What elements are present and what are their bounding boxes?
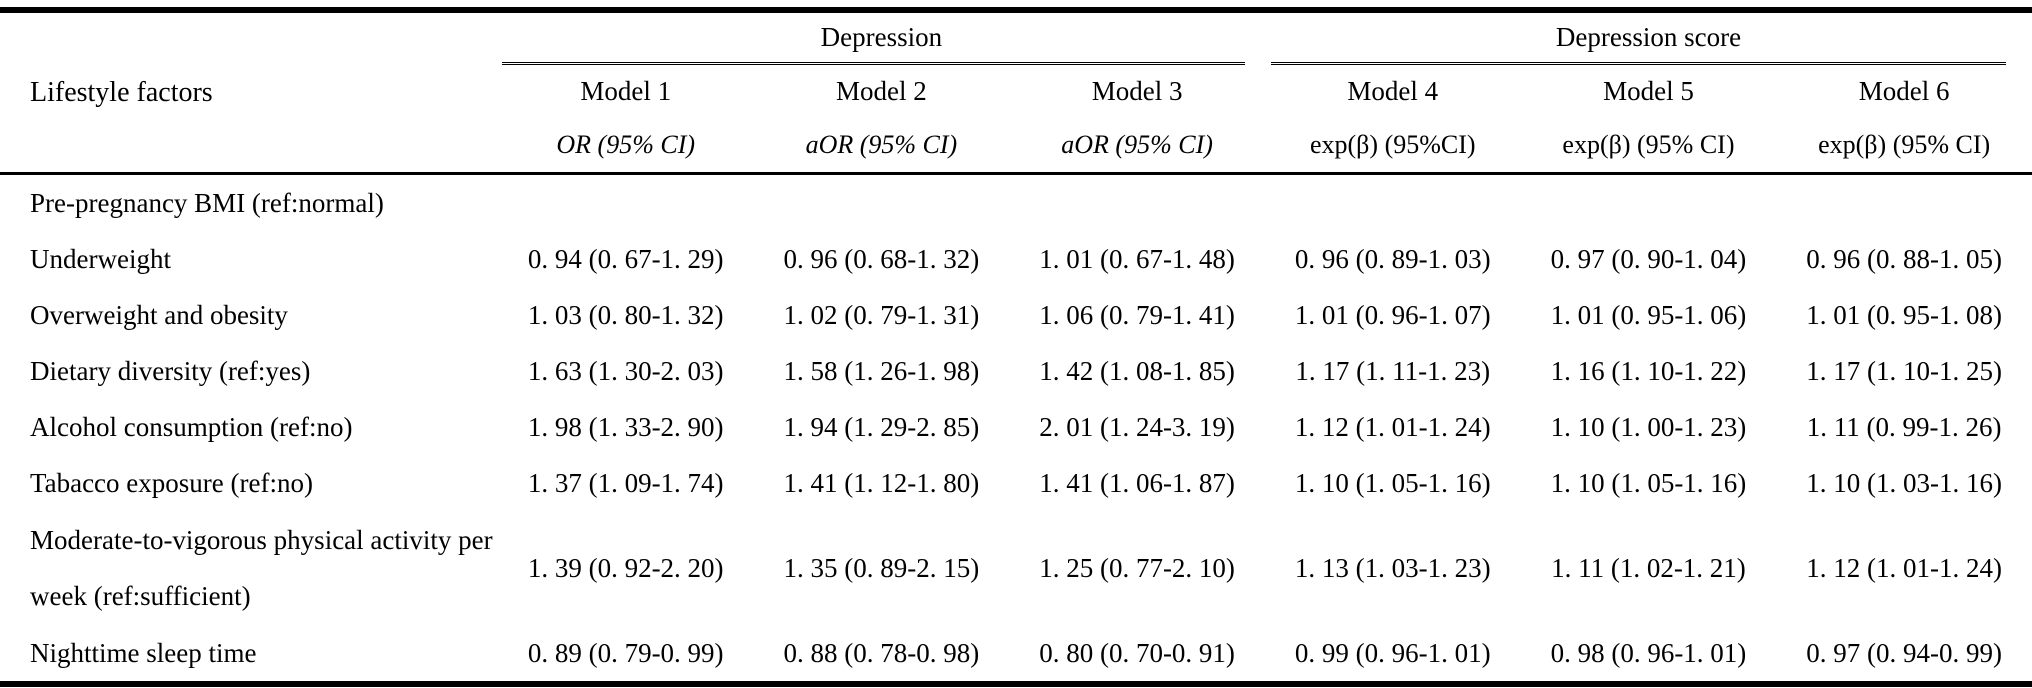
value-cell: 0. 96 (0. 89-1. 03): [1294, 244, 1491, 274]
value-cell: 0. 99 (0. 96-1. 01): [1294, 638, 1491, 668]
group-underline: [1270, 62, 2006, 65]
value-cell: 1. 13 (1. 03-1. 23): [1294, 553, 1491, 583]
row-label: Dietary diversity (ref:yes): [30, 356, 311, 386]
group-label-depression: Depression: [820, 22, 943, 52]
measure-header-3: aOR (95% CI): [1009, 117, 1265, 175]
value-cell: 1. 03 (0. 80-1. 32): [527, 300, 724, 330]
table-row: Overweight and obesity 1. 03 (0. 80-1. 3…: [0, 287, 2032, 343]
value-cell: 2. 01 (1. 24-3. 19): [1039, 412, 1235, 442]
value-cell: 1. 39 (0. 92-2. 20): [527, 553, 724, 583]
value-cell: [1265, 174, 1521, 232]
table-row: Underweight 0. 94 (0. 67-1. 29) 0. 96 (0…: [0, 231, 2032, 287]
value-cell: 1. 01 (0. 67-1. 48): [1039, 244, 1235, 274]
value-cell: 1. 58 (1. 26-1. 98): [783, 356, 980, 386]
model-header-4: Model 4: [1347, 75, 1439, 106]
value-cell: 0. 97 (0. 94-0. 99): [1806, 638, 2003, 668]
value-cell: 1. 63 (1. 30-2. 03): [527, 356, 724, 386]
measure-header-2: aOR (95% CI): [753, 117, 1010, 175]
value-cell: [498, 174, 754, 232]
value-cell: 1. 11 (0. 99-1. 26): [1806, 412, 2002, 442]
value-cell: 1. 12 (1. 01-1. 24): [1294, 412, 1491, 442]
measure-header-row: OR (95% CI) aOR (95% CI) aOR (95% CI) ex…: [0, 117, 2032, 175]
value-cell: [1776, 174, 2032, 232]
group-header-depression-score: Depression score: [1265, 10, 2032, 65]
model-header-1: Model 1: [580, 75, 672, 106]
value-cell: 1. 41 (1. 12-1. 80): [783, 468, 980, 498]
value-cell: 1. 11 (1. 02-1. 21): [1551, 553, 1746, 583]
value-cell: 1. 94 (1. 29-2. 85): [783, 412, 980, 442]
group-label-depression-score: Depression score: [1555, 22, 1742, 52]
row-label: Nighttime sleep time: [30, 638, 257, 668]
group-header-row: Lifestyle factors Depression Depression …: [0, 10, 2032, 175]
value-cell: 1. 17 (1. 11-1. 23): [1295, 356, 1491, 386]
value-cell: 1. 10 (1. 03-1. 16): [1806, 468, 2003, 498]
row-label: Pre-pregnancy BMI (ref:normal): [30, 188, 384, 218]
table-row: Alcohol consumption (ref:no) 1. 98 (1. 3…: [0, 399, 2032, 455]
value-cell: 1. 01 (0. 95-1. 08): [1806, 300, 2003, 330]
measure-header-5: exp(β) (95% CI): [1520, 117, 1777, 175]
value-cell: 1. 01 (0. 95-1. 06): [1550, 300, 1747, 330]
value-cell: 1. 17 (1. 10-1. 25): [1806, 356, 2003, 386]
table-row: Tabacco exposure (ref:no) 1. 37 (1. 09-1…: [0, 455, 2032, 511]
value-cell: 1. 01 (0. 96-1. 07): [1294, 300, 1491, 330]
value-cell: 0. 97 (0. 90-1. 04): [1550, 244, 1747, 274]
value-cell: [1009, 174, 1265, 232]
value-cell: 1. 35 (0. 89-2. 15): [783, 553, 980, 583]
value-cell: [1521, 174, 1777, 232]
group-underline: [501, 62, 1245, 65]
model-header-2: Model 2: [836, 75, 927, 106]
measure-header-1: OR (95% CI): [497, 117, 754, 175]
value-cell: 1. 12 (1. 01-1. 24): [1806, 553, 2003, 583]
value-cell: 1. 25 (0. 77-2. 10): [1039, 553, 1235, 583]
table-row: Pre-pregnancy BMI (ref:normal): [0, 174, 2032, 232]
value-cell: 1. 37 (1. 09-1. 74): [527, 468, 724, 498]
model-header-6: Model 6: [1858, 75, 1950, 106]
model-header-3: Model 3: [1091, 75, 1183, 106]
row-label: Alcohol consumption (ref:no): [30, 412, 353, 442]
value-cell: 1. 10 (1. 05-1. 16): [1294, 468, 1491, 498]
row-label: Tabacco exposure (ref:no): [30, 468, 313, 498]
results-table: Lifestyle factors Depression Depression …: [0, 7, 2032, 687]
value-cell: 0. 89 (0. 79-0. 99): [527, 638, 724, 668]
row-label: Underweight: [30, 244, 171, 274]
model-header-5: Model 5: [1603, 75, 1694, 106]
model-header-row: Model 1 Model 2 Model 3 Model 4 Model 5 …: [0, 65, 2032, 117]
measure-header-6: exp(β) (95% CI): [1776, 117, 2032, 175]
measure-header-4: exp(β) (95%CI): [1264, 117, 1521, 175]
value-cell: 1. 10 (1. 00-1. 23): [1550, 412, 1747, 442]
stub-column-header: Lifestyle factors: [0, 10, 498, 175]
value-cell: 1. 98 (1. 33-2. 90): [527, 412, 724, 442]
value-cell: 0. 96 (0. 88-1. 05): [1806, 244, 2003, 274]
value-cell: 1. 42 (1. 08-1. 85): [1039, 356, 1235, 386]
row-label: Moderate-to-vigorous physical activity p…: [30, 525, 493, 611]
table-row: Nighttime sleep time 0. 89 (0. 79-0. 99)…: [0, 625, 2032, 684]
group-header-depression: Depression: [498, 10, 1265, 65]
table-row: Moderate-to-vigorous physical activity p…: [0, 511, 2032, 625]
value-cell: 0. 94 (0. 67-1. 29): [527, 244, 724, 274]
value-cell: 1. 10 (1. 05-1. 16): [1550, 468, 1747, 498]
value-cell: 0. 98 (0. 96-1. 01): [1550, 638, 1747, 668]
value-cell: 0. 96 (0. 68-1. 32): [783, 244, 980, 274]
table-row: Dietary diversity (ref:yes) 1. 63 (1. 30…: [0, 343, 2032, 399]
value-cell: [754, 174, 1010, 232]
value-cell: 0. 80 (0. 70-0. 91): [1039, 638, 1235, 668]
value-cell: 0. 88 (0. 78-0. 98): [783, 638, 980, 668]
value-cell: 1. 16 (1. 10-1. 22): [1550, 356, 1747, 386]
value-cell: 1. 02 (0. 79-1. 31): [783, 300, 980, 330]
value-cell: 1. 06 (0. 79-1. 41): [1039, 300, 1235, 330]
value-cell: 1. 41 (1. 06-1. 87): [1039, 468, 1235, 498]
row-label: Overweight and obesity: [30, 300, 288, 330]
